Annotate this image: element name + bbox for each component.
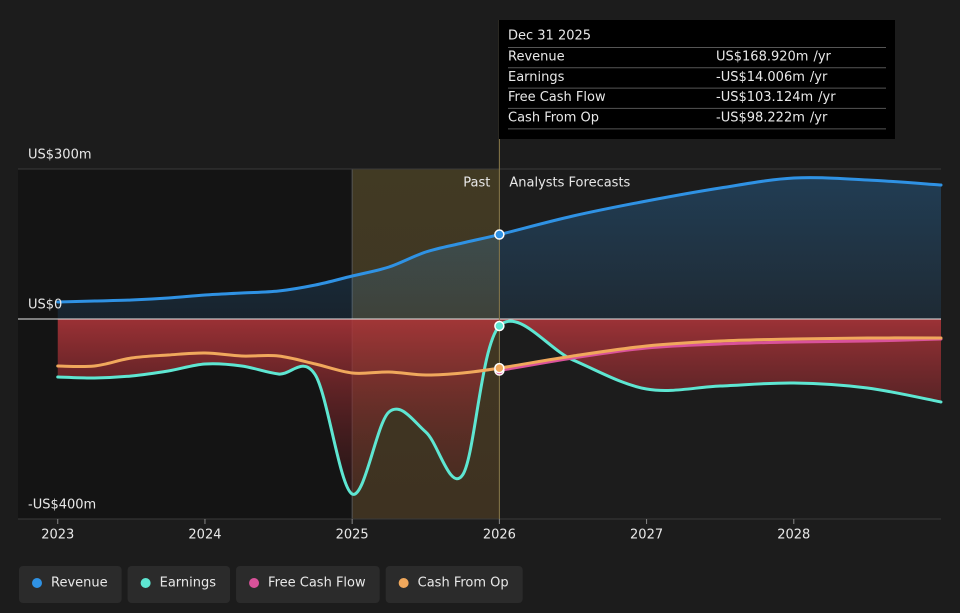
legend-label: Revenue — [51, 576, 108, 591]
legend-label: Earnings — [160, 576, 217, 591]
tooltip-unit: /yr — [810, 110, 828, 125]
tooltip: Dec 31 2025 Revenue US$168.920m/yr Earnings… — [499, 20, 895, 139]
legend-swatch — [249, 578, 260, 588]
legend-button[interactable] — [385, 566, 523, 603]
legend-swatch — [140, 578, 151, 588]
tooltip-box — [499, 20, 895, 139]
tooltip-value: US$168.920m — [716, 50, 808, 65]
legend-label: Cash From Op — [418, 576, 509, 591]
x-tick-label: 2026 — [483, 528, 516, 543]
legend-item[interactable]: Earnings — [127, 566, 231, 603]
past-label: Past — [463, 176, 490, 191]
labels: US$300m US$0 -US$400m 2023 2024 2025 2026 2027 2… — [28, 148, 810, 543]
point — [494, 320, 505, 332]
line — [56, 319, 943, 496]
legend-button[interactable] — [127, 566, 231, 603]
tooltip-unit: /yr — [810, 70, 828, 85]
legend-item[interactable]: Cash From Op — [385, 566, 523, 603]
x-tick-label: 2023 — [41, 528, 74, 543]
x-tick-label: 2024 — [188, 528, 221, 543]
legend-button[interactable] — [236, 566, 380, 603]
x-tick-label: 2025 — [336, 528, 369, 543]
legend-swatch — [398, 578, 409, 588]
x-tick-label: 2028 — [777, 528, 810, 543]
y-tick-label: US$300m — [28, 148, 92, 163]
legend: Revenue Earnings Free Cash Flow Cash From O… — [19, 566, 523, 603]
tooltip-value: -US$14.006m — [716, 70, 805, 85]
legend-item[interactable]: Free Cash Flow — [236, 566, 380, 603]
line — [56, 336, 943, 377]
tooltip-name: Cash From Op — [508, 110, 599, 125]
tooltip-unit: /yr — [818, 90, 836, 105]
line — [497, 337, 943, 373]
tooltip-name: Earnings — [508, 70, 565, 85]
tooltip-name: Revenue — [508, 50, 565, 65]
tooltip-value: -US$98.222m — [716, 110, 805, 125]
y-tick-label: US$0 — [28, 298, 62, 313]
legend-swatch — [32, 578, 42, 588]
legend-label: Free Cash Flow — [268, 576, 366, 591]
y-tick-label: -US$400m — [28, 498, 96, 513]
legend-item[interactable]: Revenue — [19, 566, 122, 603]
area — [57, 319, 942, 495]
grid — [18, 168, 941, 524]
point — [494, 229, 505, 240]
tooltip-value: -US$103.124m — [716, 90, 813, 105]
line — [56, 176, 943, 304]
tooltip-name: Free Cash Flow — [508, 90, 606, 105]
point — [494, 362, 505, 374]
tooltip-date: Dec 31 2025 — [508, 29, 591, 44]
x-tick-label: 2027 — [630, 528, 663, 543]
tooltip-unit: /yr — [813, 50, 831, 65]
forecast-label: Analysts Forecasts — [509, 176, 630, 191]
legend-button[interactable] — [19, 566, 122, 603]
